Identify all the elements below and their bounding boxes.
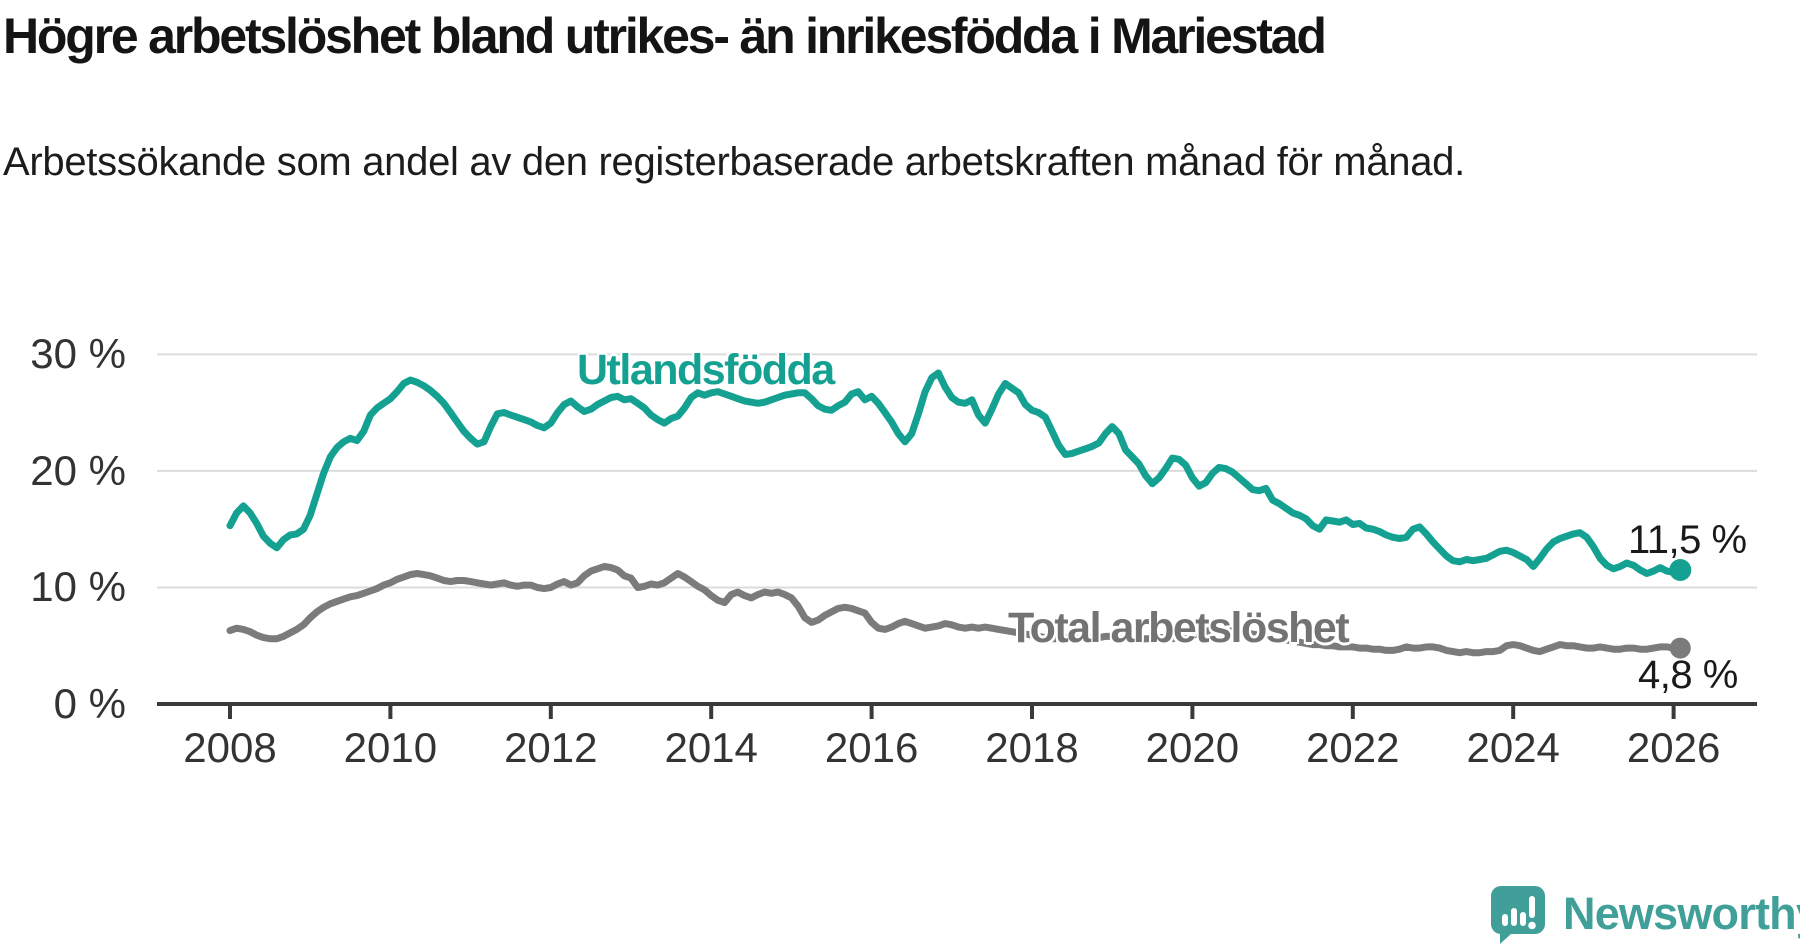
chart-title: Högre arbetslöshet bland utrikes- än inr… bbox=[3, 8, 1327, 64]
end-dot-total-arbetsloshet bbox=[1669, 637, 1691, 659]
x-tick-label: 2008 bbox=[183, 724, 277, 771]
line-total-arbetsloshet bbox=[226, 563, 1684, 657]
y-tick-label: 0 % bbox=[53, 680, 126, 727]
newsworthy-brand: Newsworthy bbox=[1489, 884, 1800, 944]
series-label-utlandsfodda: Utlandsfödda bbox=[577, 346, 835, 394]
x-tick-label: 2026 bbox=[1626, 724, 1721, 771]
y-tick-label: 30 % bbox=[30, 330, 126, 378]
x-tick-label: 2014 bbox=[664, 724, 758, 771]
series-label-total-arbetsloshet: Total arbetslöshet bbox=[1008, 604, 1350, 652]
x-tick-label: 2012 bbox=[504, 724, 598, 771]
x-tick-label: 2016 bbox=[824, 724, 919, 771]
chart-subtitle: Arbetssökande som andel av den registerb… bbox=[3, 140, 1465, 184]
x-tick-label: 2024 bbox=[1466, 724, 1560, 771]
newsworthy-logo-icon bbox=[1490, 886, 1545, 944]
end-value-total-arbetsloshet: 4,8 % bbox=[1638, 653, 1738, 697]
end-dot-utlandsfodda bbox=[1669, 559, 1692, 581]
x-tick-label: 2018 bbox=[985, 724, 1079, 771]
x-tick-label: 2010 bbox=[343, 724, 438, 771]
line-utlandsfodda bbox=[226, 369, 1684, 577]
x-tick-label: 2022 bbox=[1306, 724, 1400, 771]
y-tick-label: 10 % bbox=[30, 563, 126, 611]
end-value-utlandsfodda: 11,5 % bbox=[1628, 518, 1747, 562]
y-tick-label: 20 % bbox=[30, 446, 126, 494]
newsworthy-brand-text: Newsworthy bbox=[1563, 888, 1800, 939]
x-tick-label: 2020 bbox=[1145, 724, 1240, 771]
